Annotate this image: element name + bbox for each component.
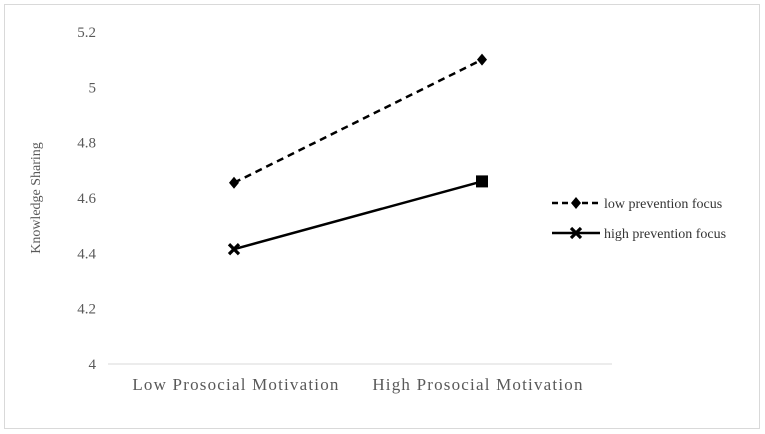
y-tick-label: 5.2 (77, 25, 96, 41)
series-2 (227, 175, 488, 256)
data-point-marker (477, 53, 487, 66)
x-tick-label: High Prosocial Motivation (372, 375, 583, 394)
series-1 (229, 53, 487, 189)
legend-label: low prevention focus (604, 197, 722, 212)
x-axis: Low Prosocial Motivation High Prosocial M… (132, 375, 583, 394)
y-axis: 4 4.2 4.4 4.6 4.8 5 5.2 (77, 25, 96, 373)
legend-marker (571, 197, 581, 209)
legend-item: high prevention focus (552, 226, 726, 242)
legend-marker (569, 226, 583, 240)
y-tick-label: 5 (89, 80, 97, 96)
y-tick-label: 4.2 (77, 302, 96, 318)
y-tick-label: 4.4 (77, 246, 96, 262)
y-tick-label: 4.6 (77, 191, 96, 207)
y-axis-title: Knowledge Sharing (29, 142, 44, 254)
legend-item: low prevention focus (552, 197, 722, 212)
y-tick-label: 4 (89, 357, 97, 373)
data-point-marker (476, 175, 488, 188)
legend-label: high prevention focus (604, 227, 726, 242)
x-tick-label: Low Prosocial Motivation (132, 375, 339, 394)
data-point-marker (227, 243, 241, 256)
legend: low prevention focus high prevention focu… (552, 197, 726, 242)
data-point-marker (229, 176, 239, 189)
y-tick-label: 4.8 (77, 136, 96, 152)
series-line (233, 58, 483, 184)
chart-frame (4, 4, 760, 429)
series-line (233, 180, 483, 251)
series-layer (227, 53, 488, 256)
